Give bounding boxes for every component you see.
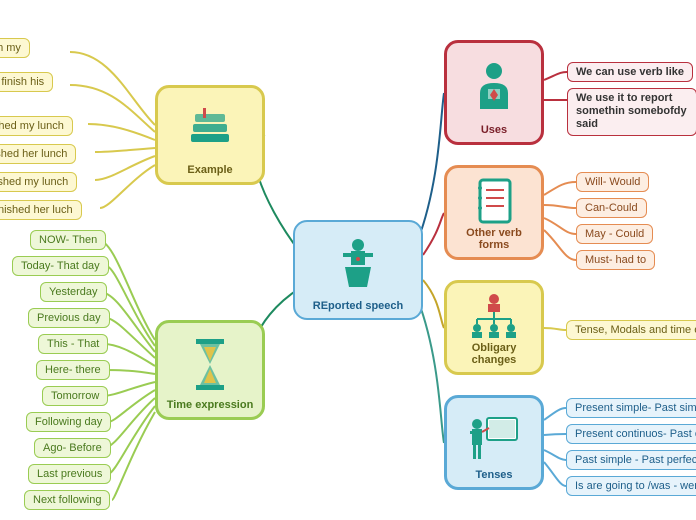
time-leaf-10[interactable]: Next following — [24, 490, 110, 510]
other-leaf-2[interactable]: May - Could — [576, 224, 653, 244]
time-leaf-9[interactable]: Last previous — [28, 464, 111, 484]
teaching-icon — [453, 404, 535, 469]
books-icon — [164, 94, 256, 164]
hourglass-icon — [164, 329, 256, 399]
example-leaf-3[interactable]: she had finished her lunch — [0, 144, 76, 164]
time-leaf-1[interactable]: Today- That day — [12, 256, 109, 276]
center-node[interactable]: REported speech — [293, 220, 423, 320]
other-node[interactable]: Other verb forms — [444, 165, 544, 260]
obligary-label: Obligary changes — [453, 342, 535, 366]
example-node[interactable]: Example — [155, 85, 265, 185]
uses-leaf-0[interactable]: We can use verb like — [567, 62, 693, 82]
person-icon — [453, 49, 535, 124]
tenses-leaf-2[interactable]: Past simple - Past perfect — [566, 450, 696, 470]
tenses-node[interactable]: Tenses — [444, 395, 544, 490]
example-leaf-1[interactable]: ie wanted to finish his — [0, 72, 53, 92]
other-label: Other verb forms — [453, 227, 535, 251]
other-leaf-1[interactable]: Can-Could — [576, 198, 647, 218]
time-label: Time expression — [167, 399, 254, 411]
other-leaf-0[interactable]: Will- Would — [576, 172, 649, 192]
time-leaf-6[interactable]: Tomorrow — [42, 386, 108, 406]
obligary-leaf-0[interactable]: Tense, Modals and time exxp — [566, 320, 696, 340]
notebook-icon — [453, 174, 535, 227]
orgchart-icon — [453, 289, 535, 342]
example-leaf-5[interactable]: he haven't finished her luch — [0, 200, 82, 220]
uses-leaf-1[interactable]: We use it to report somethin somebofdy s… — [567, 88, 696, 136]
time-leaf-4[interactable]: This - That — [38, 334, 108, 354]
other-leaf-3[interactable]: Must- had to — [576, 250, 655, 270]
example-leaf-4[interactable]: I haven't finished my lunch — [0, 172, 77, 192]
time-leaf-3[interactable]: Previous day — [28, 308, 110, 328]
example-leaf-2[interactable]: I've finished my lunch — [0, 116, 73, 136]
time-leaf-0[interactable]: NOW- Then — [30, 230, 106, 250]
time-leaf-5[interactable]: Here- there — [36, 360, 110, 380]
tenses-leaf-3[interactable]: Is are going to /was - were — [566, 476, 696, 496]
tenses-leaf-0[interactable]: Present simple- Past simple — [566, 398, 696, 418]
example-leaf-0[interactable]: want to finish my — [0, 38, 30, 58]
uses-node[interactable]: Uses — [444, 40, 544, 145]
obligary-node[interactable]: Obligary changes — [444, 280, 544, 375]
podium-icon — [301, 228, 415, 300]
uses-label: Uses — [481, 124, 507, 136]
time-node[interactable]: Time expression — [155, 320, 265, 420]
tenses-leaf-1[interactable]: Present continuos- Past con — [566, 424, 696, 444]
time-leaf-7[interactable]: Following day — [26, 412, 111, 432]
time-leaf-8[interactable]: Ago- Before — [34, 438, 111, 458]
time-leaf-2[interactable]: Yesterday — [40, 282, 107, 302]
tenses-label: Tenses — [475, 469, 512, 481]
center-label: REported speech — [313, 300, 403, 312]
example-label: Example — [187, 164, 232, 176]
